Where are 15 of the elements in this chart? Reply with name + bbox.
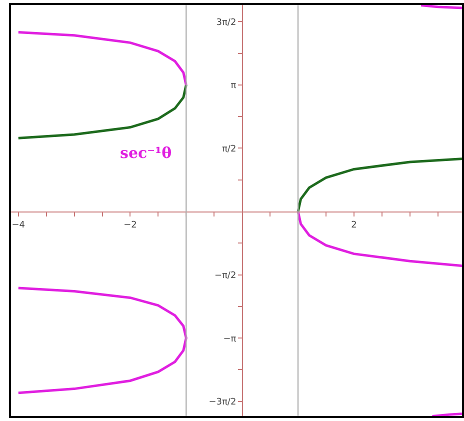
x-tick-label: 2 (351, 220, 357, 230)
line-series (296, 210, 463, 268)
x-tick-label: −2 (124, 220, 137, 230)
y-tick-label: −π/2 (214, 270, 236, 281)
y-tick-label: −π (223, 334, 237, 344)
annotation: sec⁻¹θ (120, 144, 172, 162)
y-tick-label: π (230, 81, 237, 92)
line-series (296, 157, 463, 213)
x-tick-label: −4 (12, 220, 26, 230)
line-series (17, 30, 188, 86)
y-tick-label: −3π/2 (208, 398, 236, 408)
y-tick-label: 3π/2 (216, 18, 236, 28)
y-tick-label: π/2 (222, 144, 236, 154)
line-series (17, 84, 188, 140)
line-series (17, 286, 188, 394)
